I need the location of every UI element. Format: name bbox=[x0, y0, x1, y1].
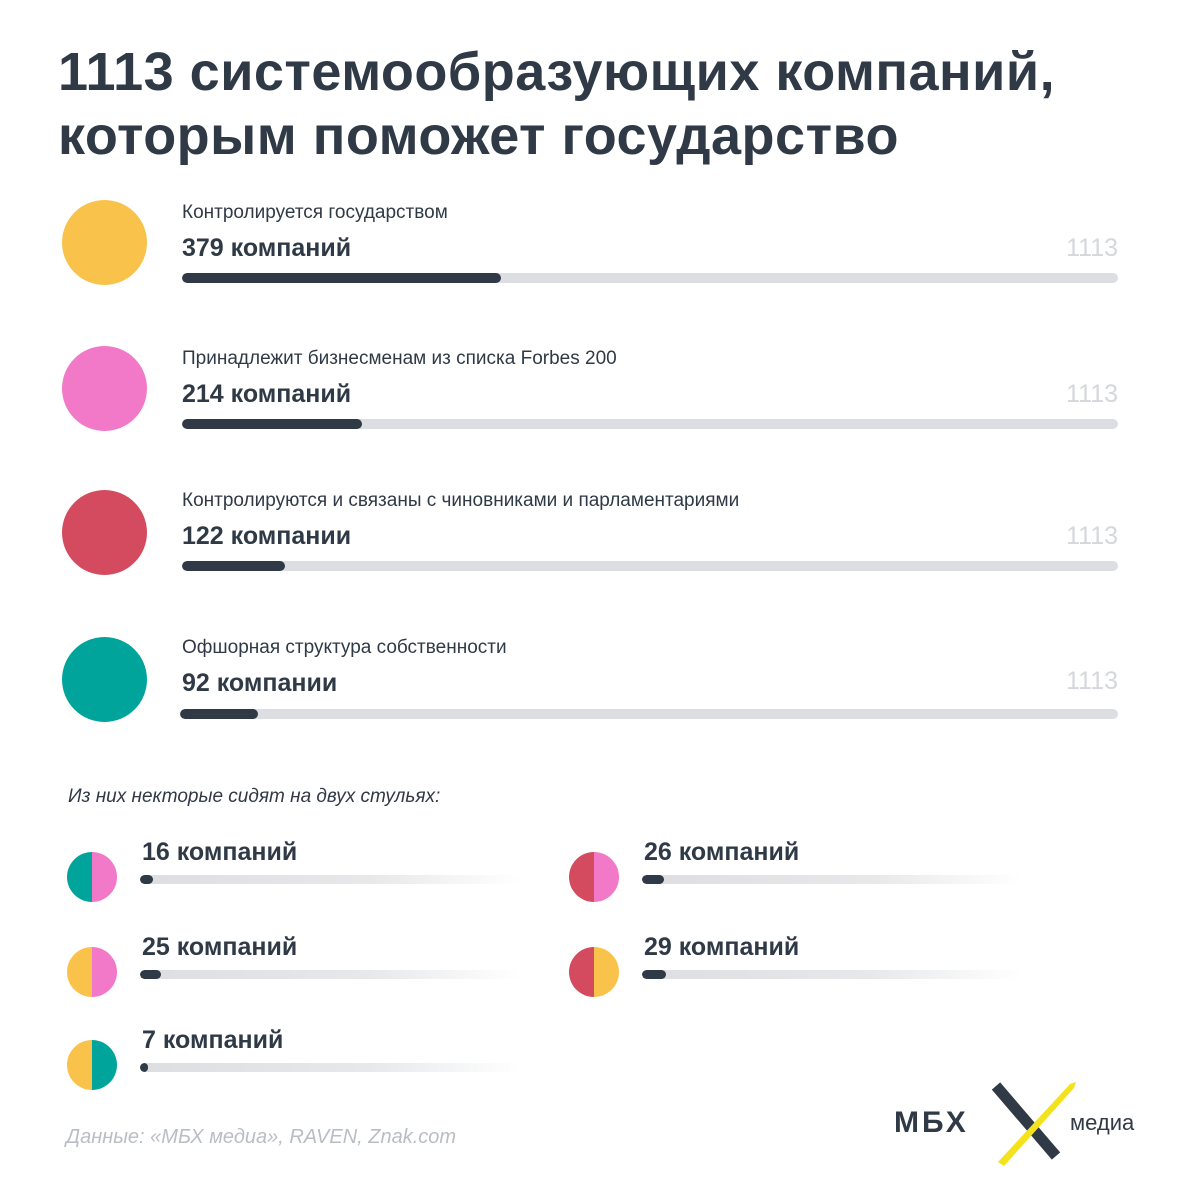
category-count: 122 компании bbox=[182, 522, 352, 550]
overlap-item: 25 компаний bbox=[67, 933, 537, 1007]
officials-color-dot bbox=[62, 490, 147, 575]
title-line-1: 1113 системообразующих компаний, bbox=[58, 42, 1056, 102]
right-half bbox=[594, 852, 619, 902]
right-half bbox=[92, 947, 117, 997]
title-line-2: которым поможет государство bbox=[58, 106, 899, 166]
category-row-officials: Контролируются и связаны с чиновниками и… bbox=[0, 490, 1200, 590]
category-label: Контролируется государством bbox=[182, 202, 448, 223]
overlap-bar bbox=[140, 875, 154, 884]
right-half bbox=[92, 1040, 117, 1090]
x-mark-icon bbox=[991, 1082, 1076, 1166]
split-color-dot bbox=[67, 947, 117, 997]
overlap-count: 25 компаний bbox=[142, 933, 298, 961]
overlap-item: 29 компаний bbox=[569, 933, 1039, 1007]
split-color-dot bbox=[67, 1040, 117, 1090]
overlap-bar bbox=[642, 970, 667, 979]
category-label: Принадлежит бизнесменам из списка Forbes… bbox=[182, 348, 617, 369]
overlap-bar bbox=[140, 1063, 148, 1072]
overlaps-heading: Из них некторые сидят на двух стульях: bbox=[68, 786, 441, 807]
overlap-bar-track bbox=[140, 970, 520, 979]
left-half bbox=[67, 852, 92, 902]
overlap-count: 26 компаний bbox=[644, 838, 800, 866]
category-total: 1113 bbox=[1066, 522, 1118, 550]
category-total: 1113 bbox=[1066, 380, 1118, 408]
category-total: 1113 bbox=[1066, 667, 1118, 695]
split-color-dot bbox=[569, 947, 619, 997]
overlap-bar-track bbox=[642, 875, 1022, 884]
overlap-item: 26 компаний bbox=[569, 838, 1039, 912]
overlap-item: 16 компаний bbox=[67, 838, 537, 912]
overlap-count: 16 компаний bbox=[142, 838, 298, 866]
category-label: Контролируются и связаны с чиновниками и… bbox=[182, 490, 740, 511]
category-bar bbox=[182, 273, 501, 283]
overlap-bar-track bbox=[642, 970, 1022, 979]
category-row-offshore: Офшорная структура собственности 92 комп… bbox=[0, 637, 1200, 737]
category-bar-track bbox=[182, 561, 1118, 571]
category-bar bbox=[180, 709, 258, 719]
category-bar-track bbox=[182, 273, 1118, 283]
category-bar bbox=[182, 419, 362, 429]
offshore-color-dot bbox=[62, 637, 147, 722]
category-row-state: Контролируется государством 379 компаний… bbox=[0, 200, 1200, 300]
category-total: 1113 bbox=[1066, 234, 1118, 262]
overlap-bar-track bbox=[140, 1063, 520, 1072]
page-title: 1113 системообразующих компаний, которым… bbox=[58, 40, 1158, 168]
logo-subtitle: медиа bbox=[1070, 1110, 1135, 1135]
logo-wordmark: МБХ bbox=[894, 1106, 969, 1139]
category-count: 92 компании bbox=[182, 669, 338, 697]
overlap-bar bbox=[642, 875, 664, 884]
category-count: 379 компаний bbox=[182, 234, 352, 262]
category-label: Офшорная структура собственности bbox=[182, 637, 507, 658]
split-color-dot bbox=[67, 852, 117, 902]
left-half bbox=[569, 947, 594, 997]
right-half bbox=[594, 947, 619, 997]
data-source-note: Данные: «МБХ медиа», RAVEN, Znak.com bbox=[66, 1126, 457, 1148]
category-row-forbes: Принадлежит бизнесменам из списка Forbes… bbox=[0, 346, 1200, 446]
split-color-dot bbox=[569, 852, 619, 902]
overlap-bar bbox=[140, 970, 162, 979]
overlap-item: 7 компаний bbox=[67, 1026, 537, 1100]
left-half bbox=[569, 852, 594, 902]
category-bar bbox=[182, 561, 285, 571]
overlap-count: 7 компаний bbox=[142, 1026, 284, 1054]
overlap-bar-track bbox=[140, 875, 520, 884]
left-half bbox=[67, 1040, 92, 1090]
left-half bbox=[67, 947, 92, 997]
overlap-count: 29 компаний bbox=[644, 933, 800, 961]
category-bar-track bbox=[180, 709, 1118, 719]
forbes-color-dot bbox=[62, 346, 147, 431]
state-color-dot bbox=[62, 200, 147, 285]
category-bar-track bbox=[182, 419, 1118, 429]
right-half bbox=[92, 852, 117, 902]
category-count: 214 компаний bbox=[182, 380, 352, 408]
mbh-media-logo: МБХ медиа bbox=[890, 1070, 1160, 1170]
